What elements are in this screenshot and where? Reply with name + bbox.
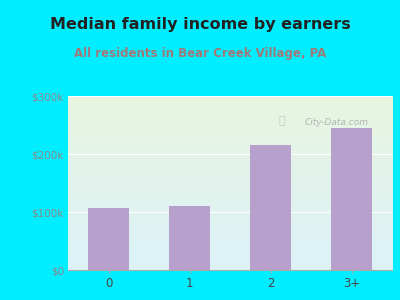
Text: All residents in Bear Creek Village, PA: All residents in Bear Creek Village, PA — [74, 46, 326, 59]
Text: City-Data.com: City-Data.com — [304, 118, 368, 127]
Bar — [169, 206, 210, 270]
Bar — [331, 128, 372, 270]
Text: Median family income by earners: Median family income by earners — [50, 16, 350, 32]
Text: ⓘ: ⓘ — [278, 116, 285, 126]
Bar — [250, 145, 291, 270]
Bar — [88, 208, 129, 270]
